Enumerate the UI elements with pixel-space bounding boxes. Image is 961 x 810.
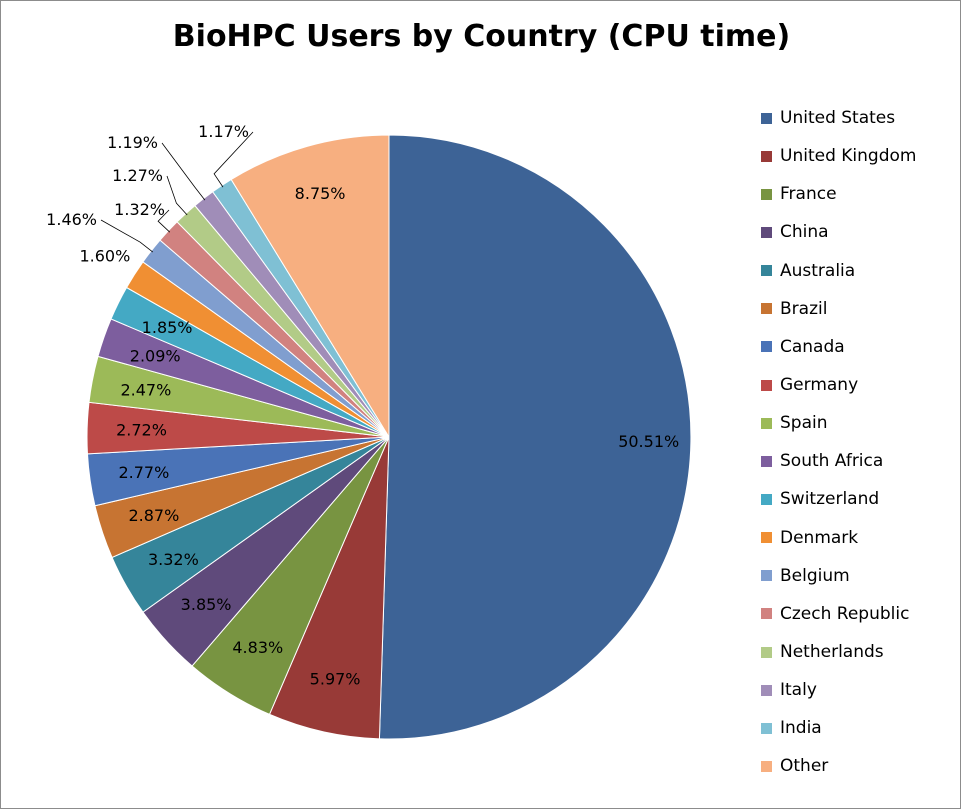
legend-swatch [761, 379, 772, 391]
legend-label: South Africa [780, 451, 884, 472]
legend-swatch [761, 646, 772, 658]
legend-label: Germany [780, 375, 859, 396]
legend-label: India [780, 718, 822, 739]
legend-label: United Kingdom [780, 146, 917, 167]
legend-swatch [761, 493, 772, 505]
data-label-netherlands: 1.27% [112, 166, 163, 185]
leader-line-netherlands [166, 175, 188, 216]
legend-label: Other [780, 756, 829, 777]
data-label-switzerland: 1.85% [142, 318, 193, 337]
legend-swatch [761, 722, 772, 734]
legend-item-france: France [761, 175, 916, 213]
leader-line-czech-republic [157, 209, 171, 233]
legend-label: Brazil [780, 298, 828, 319]
legend-label: France [780, 184, 837, 205]
legend-label: Canada [780, 336, 845, 357]
legend-label: Italy [780, 680, 817, 701]
legend-item-netherlands: Netherlands [761, 633, 916, 671]
legend-item-south-africa: South Africa [761, 442, 916, 480]
legend-swatch [761, 608, 772, 620]
data-label-spain: 2.47% [120, 381, 171, 400]
legend-label: Netherlands [780, 642, 884, 663]
pie-slice-other [230, 134, 390, 439]
legend-item-canada: Canada [761, 328, 916, 366]
legend-item-spain: Spain [761, 404, 916, 442]
legend-label: Czech Republic [780, 603, 910, 624]
data-label-south-africa: 2.09% [130, 346, 181, 365]
data-label-united-states: 50.51% [618, 432, 679, 451]
legend-item-germany: Germany [761, 366, 916, 404]
legend-item-china: China [761, 213, 916, 251]
legend-item-italy: Italy [761, 671, 916, 709]
data-label-canada: 2.77% [118, 463, 169, 482]
data-label-italy: 1.19% [107, 133, 158, 152]
data-label-australia: 3.32% [148, 550, 199, 569]
legend-swatch [761, 341, 772, 353]
pie-slice-united-states [378, 134, 692, 740]
legend-item-switzerland: Switzerland [761, 480, 916, 518]
legend-label: Switzerland [780, 489, 880, 510]
legend-label: Australia [780, 260, 856, 281]
legend-swatch [761, 760, 772, 772]
data-label-denmark: 1.60% [79, 247, 130, 266]
legend-swatch [761, 684, 772, 696]
data-label-czech-republic: 1.32% [114, 200, 165, 219]
legend-swatch [761, 532, 772, 544]
legend-item-belgium: Belgium [761, 557, 916, 595]
legend-swatch [761, 570, 772, 582]
legend-label: United States [780, 108, 896, 129]
leader-line-india [213, 131, 254, 188]
data-label-india: 1.17% [198, 122, 249, 141]
legend-swatch [761, 150, 772, 162]
legend-item-czech-republic: Czech Republic [761, 595, 916, 633]
legend-item-denmark: Denmark [761, 519, 916, 557]
legend-swatch [761, 417, 772, 429]
data-label-france: 4.83% [232, 638, 283, 657]
legend-label: Spain [780, 413, 828, 434]
legend-item-united-kingdom: United Kingdom [761, 137, 916, 175]
legend-item-australia: Australia [761, 252, 916, 290]
legend-swatch [761, 188, 772, 200]
legend-item-brazil: Brazil [761, 290, 916, 328]
legend-label: China [780, 222, 829, 243]
legend: United States United Kingdom France China Au… [761, 99, 916, 786]
data-label-germany: 2.72% [116, 421, 167, 440]
leader-line-italy [161, 142, 206, 201]
legend-label: Denmark [780, 527, 859, 548]
legend-item-united-states: United States [761, 99, 916, 137]
data-label-china: 3.85% [181, 595, 232, 614]
legend-swatch [761, 112, 772, 124]
legend-swatch [761, 303, 772, 315]
leader-line-belgium [100, 219, 154, 253]
data-label-brazil: 2.87% [128, 506, 179, 525]
legend-label: Belgium [780, 565, 850, 586]
data-label-belgium: 1.46% [46, 210, 97, 229]
legend-item-india: India [761, 709, 916, 747]
legend-swatch [761, 265, 772, 277]
data-label-united-kingdom: 5.97% [310, 670, 361, 689]
legend-item-other: Other [761, 747, 916, 785]
chart-title: BioHPC Users by Country (CPU time) [172, 19, 791, 54]
legend-swatch [761, 226, 772, 238]
legend-swatch [761, 455, 772, 467]
data-label-other: 8.75% [295, 184, 346, 203]
